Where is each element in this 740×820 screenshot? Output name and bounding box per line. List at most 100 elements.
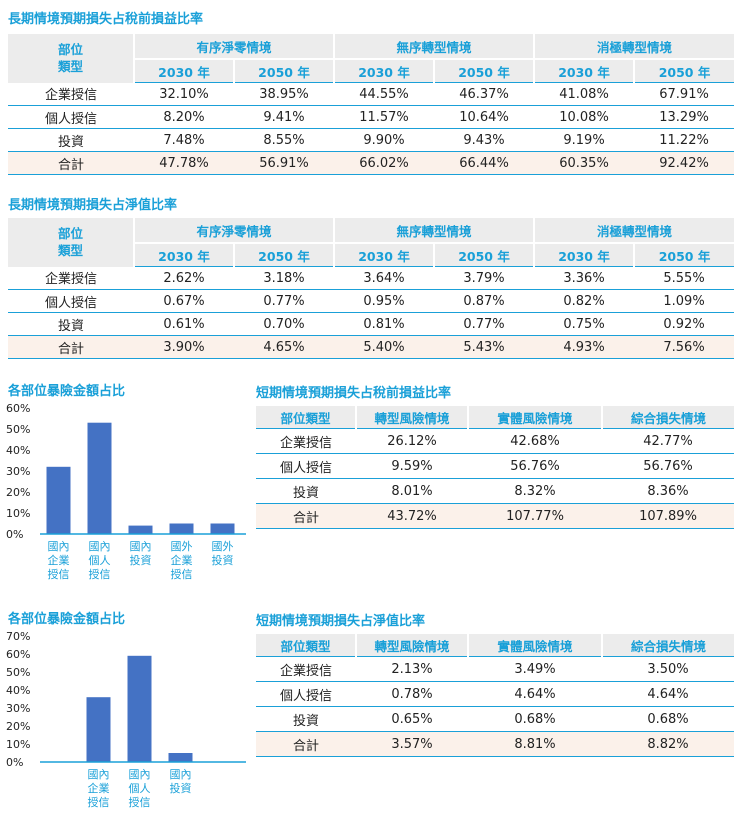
long-term-networth-table: 部位 類型 有序淨零情境 無序轉型情境 消極轉型情境 2030 年 2050 年…	[8, 218, 735, 359]
table-row: 企業授信 32.10% 38.95% 44.55% 46.37% 41.08% …	[8, 82, 735, 106]
exposure-bar-chart-2: 0% 10% 20% 30% 40% 50% 60% 70% 國內 企業 授信 國內 個人 授信 國內 投資	[0, 626, 250, 820]
table-cell: 11.22%	[634, 128, 735, 152]
row-label: 企業授信	[8, 266, 134, 290]
row-label: 合計	[256, 731, 356, 757]
row-label: 企業授信	[8, 82, 134, 106]
table-row: 投資 0.61% 0.70% 0.81% 0.77% 0.75% 0.92%	[8, 312, 735, 336]
x-category-label: 授信	[129, 795, 151, 809]
table-cell: 0.67%	[134, 289, 234, 313]
table-cell: 66.44%	[434, 151, 535, 175]
category-header: 部位 類型	[8, 218, 134, 267]
table-cell: 7.56%	[634, 335, 735, 359]
x-category-label: 國外	[171, 540, 193, 553]
table-cell: 3.18%	[234, 266, 335, 290]
bar	[127, 655, 152, 762]
group-header: 無序轉型情境	[333, 34, 535, 59]
table-row: 投資 7.48% 8.55% 9.90% 9.43% 9.19% 11.22%	[8, 128, 735, 152]
y-tick-label: 10%	[6, 507, 30, 520]
y-tick-label: 10%	[6, 738, 30, 751]
table-cell: 67.91%	[634, 82, 735, 106]
table-cell: 8.55%	[234, 128, 335, 152]
y-tick-label: 0%	[6, 528, 23, 541]
table-row: 個人授信 8.20% 9.41% 11.57% 10.64% 10.08% 13…	[8, 105, 735, 129]
table-row: 企業授信 26.12% 42.68% 42.77%	[256, 428, 734, 454]
table-cell: 0.61%	[134, 312, 234, 336]
table-cell: 92.42%	[634, 151, 735, 175]
y-tick-label: 60%	[6, 648, 30, 661]
table-cell: 0.77%	[234, 289, 335, 313]
table-cell: 3.57%	[356, 731, 468, 757]
table-cell: 9.43%	[434, 128, 535, 152]
table-cell: 13.29%	[634, 105, 735, 129]
table-cell: 11.57%	[334, 105, 435, 129]
table-cell: 2.13%	[356, 656, 468, 682]
group-header: 有序淨零情境	[132, 34, 335, 59]
table-row: 個人授信 0.67% 0.77% 0.95% 0.87% 0.82% 1.09%	[8, 289, 735, 313]
chart1-title: 各部位暴險金額占比	[8, 384, 126, 399]
column-header: 轉型風險情境	[355, 634, 468, 657]
chart2-title: 各部位暴險金額占比	[8, 612, 126, 627]
short-term-networth-table: 部位類型 轉型風險情境 實體風險情境 綜合損失情境 企業授信 2.13% 3.4…	[256, 634, 734, 757]
table-cell: 3.50%	[602, 656, 734, 682]
row-label: 個人授信	[256, 453, 356, 479]
bar	[87, 422, 112, 534]
row-label: 個人授信	[256, 681, 356, 707]
table1-title: 長期情境預期損失占稅前損益比率	[8, 12, 204, 27]
table-cell: 5.40%	[334, 335, 435, 359]
y-tick-label: 20%	[6, 486, 30, 499]
year-header: 2030 年	[133, 242, 234, 267]
y-tick-label: 50%	[6, 423, 30, 436]
y-tick-label: 40%	[6, 444, 30, 457]
row-label: 投資	[8, 128, 134, 152]
total-row: 合計 3.57% 8.81% 8.82%	[256, 731, 734, 757]
row-label: 投資	[256, 706, 356, 732]
table-cell: 3.79%	[434, 266, 535, 290]
x-category-label: 個人	[89, 554, 111, 567]
table-cell: 0.78%	[356, 681, 468, 707]
group-header: 有序淨零情境	[132, 218, 335, 243]
x-category-label: 國內	[88, 768, 110, 781]
y-tick-label: 0%	[6, 756, 23, 769]
x-category-label: 國內	[48, 540, 70, 553]
table-cell: 4.64%	[602, 681, 734, 707]
table-cell: 3.36%	[534, 266, 635, 290]
table-cell: 1.09%	[634, 289, 735, 313]
chart1-svg: 0%10%20%30%40%50%60%國內企業授信國內個人授信國內投資國外企業…	[6, 402, 246, 581]
y-tick-label: 70%	[6, 630, 30, 643]
table-cell: 0.68%	[468, 706, 602, 732]
table-cell: 44.55%	[334, 82, 435, 106]
x-category-label: 授信	[171, 567, 193, 581]
table-cell: 0.65%	[356, 706, 468, 732]
table-cell: 32.10%	[134, 82, 234, 106]
x-category-label: 授信	[89, 567, 111, 581]
table-row: 投資 8.01% 8.32% 8.36%	[256, 478, 734, 504]
x-category-label: 個人	[129, 782, 151, 795]
total-row: 合計 47.78% 56.91% 66.02% 66.44% 60.35% 92…	[8, 151, 735, 175]
y-tick-label: 50%	[6, 666, 30, 679]
row-label: 合計	[8, 335, 134, 359]
x-category-label: 授信	[48, 567, 70, 581]
table-cell: 9.90%	[334, 128, 435, 152]
y-tick-label: 30%	[6, 465, 30, 478]
table-cell: 56.91%	[234, 151, 335, 175]
x-category-label: 授信	[88, 795, 110, 809]
table-row: 企業授信 2.13% 3.49% 3.50%	[256, 656, 734, 682]
row-label: 個人授信	[8, 289, 134, 313]
table-cell: 0.82%	[534, 289, 635, 313]
table-cell: 9.41%	[234, 105, 335, 129]
table-cell: 46.37%	[434, 82, 535, 106]
year-header: 2050 年	[433, 242, 535, 267]
exposure-bar-chart-1: 0% 10% 20% 30% 40% 50% 60% 國內 企業 授信 國內 個人 授信 國內 投資 國外 企業…	[0, 398, 250, 592]
y-tick-label: 60%	[6, 402, 30, 415]
table3-title: 短期情境預期損失占稅前損益比率	[256, 386, 452, 401]
table2-title: 長期情境預期損失占淨值比率	[8, 198, 178, 213]
row-label: 個人授信	[8, 105, 134, 129]
category-header-text: 部位 類型	[57, 226, 83, 259]
table-cell: 41.08%	[534, 82, 635, 106]
row-label: 投資	[8, 312, 134, 336]
table-cell: 42.77%	[602, 428, 734, 454]
long-term-pretax-table: 部位 類型 有序淨零情境 無序轉型情境 消極轉型情境 2030 年 2050 年…	[8, 34, 735, 175]
year-header: 2050 年	[433, 58, 535, 83]
table-cell: 107.77%	[468, 503, 602, 529]
